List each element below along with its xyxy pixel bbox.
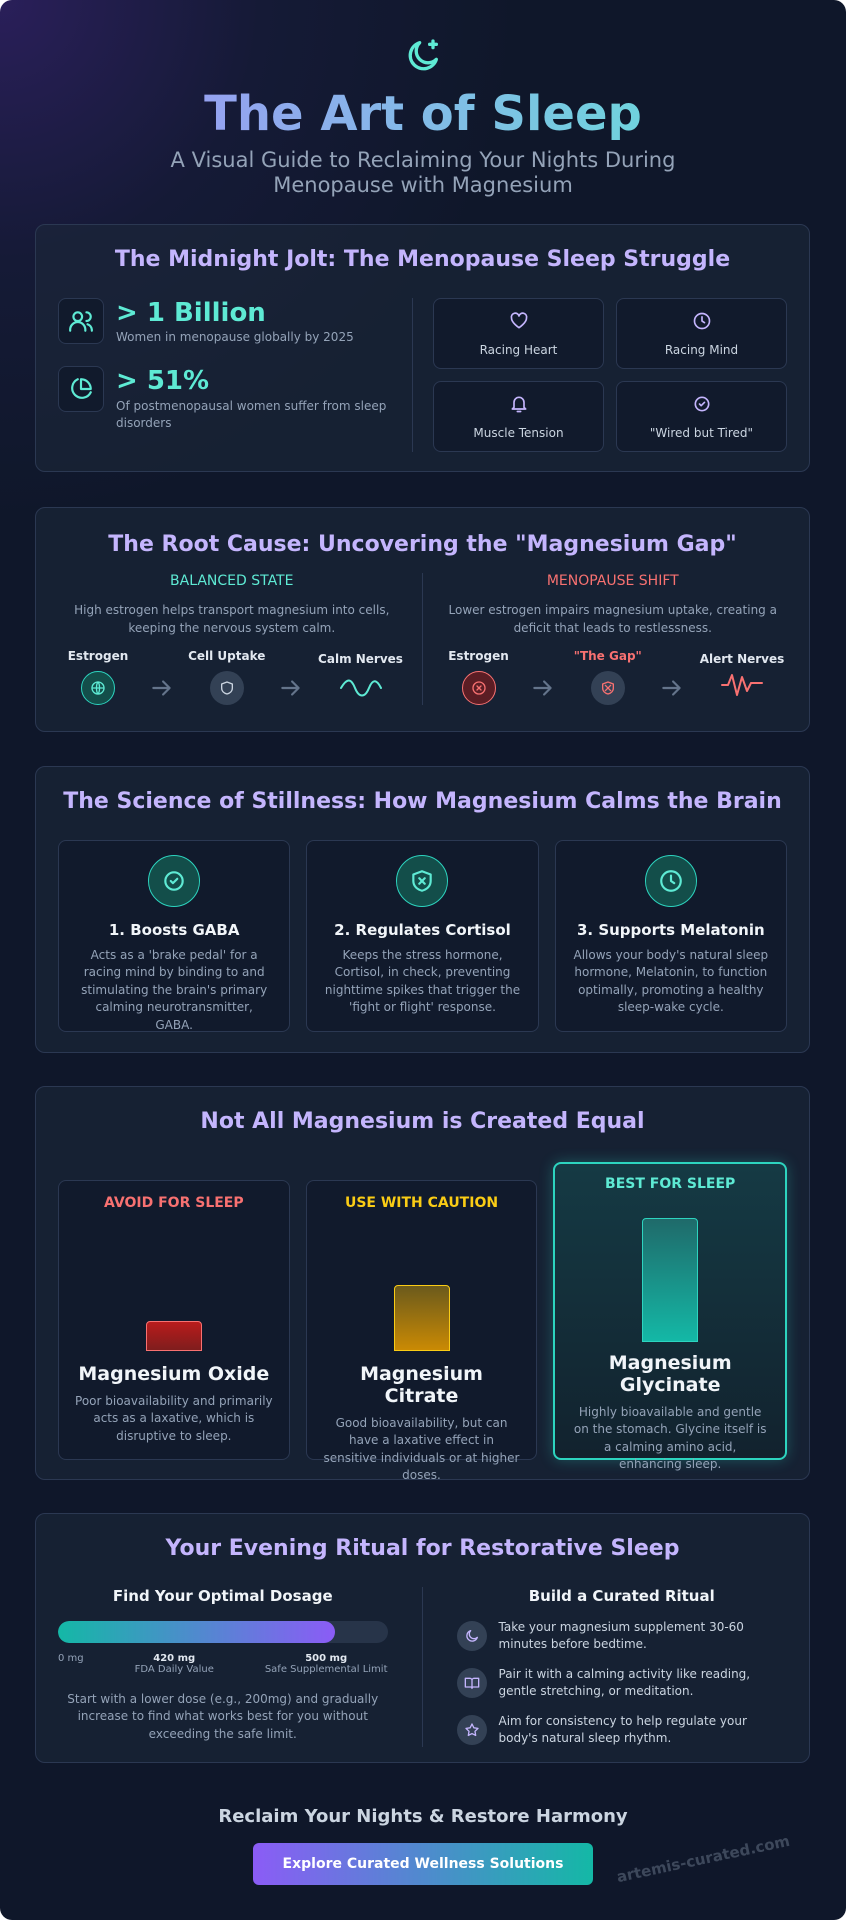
symptom-label: Muscle Tension (473, 426, 564, 440)
dosage-heading: Find Your Optimal Dosage (112, 1587, 333, 1605)
ritual-step: Take your magnesium supplement 30-60 min… (498, 1620, 744, 1652)
science-card: 1. Boosts GABA Acts as a 'brake pedal' f… (58, 840, 291, 1032)
state-text: High estrogen helps transport magnesium … (74, 603, 390, 635)
cta-button[interactable]: Explore Curated Wellness Solutions (253, 1843, 593, 1885)
ritual-section: Your Evening Ritual for Restorative Slee… (35, 1513, 810, 1763)
card-text: Acts as a 'brake pedal' for a racing min… (81, 948, 268, 1032)
form-text: Poor bioavailability and primarily acts … (75, 1394, 273, 1443)
form-tag: USE WITH CAUTION (344, 1195, 499, 1211)
science-section: The Science of Stillness: How Magnesium … (35, 766, 810, 1053)
symptom: Racing Mind (616, 298, 787, 369)
card-text: Keeps the stress hormone, Cortisol, in c… (324, 948, 521, 1015)
scale-note: Safe Supplemental Limit (264, 1664, 388, 1675)
stat-value: > 1 Billion (116, 298, 266, 328)
card-title: 1. Boosts GABA (108, 921, 240, 939)
ritual-step: Pair it with a calming activity like rea… (498, 1666, 751, 1699)
step-label: Estrogen (67, 649, 129, 663)
state-heading: BALANCED STATE (170, 573, 294, 589)
form-name: Magnesium Citrate (360, 1363, 483, 1407)
symptom: Muscle Tension (433, 381, 604, 452)
card-title: 3. Supports Melatonin (576, 921, 765, 939)
card-title: 2. Regulates Cortisol (334, 921, 511, 939)
form-text: Highly bioavailable and gentle on the st… (573, 1405, 767, 1472)
form-tag: BEST FOR SLEEP (605, 1176, 736, 1192)
scale-label: 500 mg (305, 1653, 348, 1664)
state-text: Lower estrogen impairs magnesium uptake,… (448, 603, 777, 635)
form-name: Magnesium Glycinate (608, 1352, 732, 1396)
section-title: Your Evening Ritual for Restorative Slee… (165, 1536, 680, 1561)
form-text: Good bioavailability, but can have a lax… (323, 1416, 520, 1483)
form-tag: AVOID FOR SLEEP (104, 1195, 244, 1211)
step-label: Calm Nerves (318, 651, 403, 666)
forms-section: Not All Magnesium is Created Equal AVOID… (35, 1086, 810, 1482)
stat-label: Of postmenopausal women suffer from slee… (116, 399, 387, 430)
symptom-label: Racing Heart (479, 343, 558, 357)
form-card: USE WITH CAUTION Magnesium Citrate Good … (305, 1180, 538, 1482)
stat-label: Women in menopause globally by 2025 (116, 330, 354, 344)
step-label: Estrogen (448, 649, 509, 663)
root-cause-section: The Root Cause: Uncovering the "Magnesiu… (35, 507, 810, 732)
scale-label: 0 mg (58, 1653, 84, 1664)
ritual-step: Aim for consistency to help regulate you… (498, 1713, 747, 1745)
footer-heading: Reclaim Your Nights & Restore Harmony (218, 1806, 628, 1827)
symptom: Racing Heart (433, 298, 604, 369)
bar (642, 1218, 699, 1342)
struggle-section: The Midnight Jolt: The Menopause Sleep S… (35, 224, 810, 472)
stat-value: > 51% (116, 366, 210, 396)
header: The Art of Sleep A Visual Guide to Recla… (0, 36, 846, 198)
stat: > 51% Of postmenopausal women suffer from… (58, 366, 402, 432)
symptom-label: "Wired but Tired" (649, 426, 754, 440)
section-title: The Midnight Jolt: The Menopause Sleep S… (114, 247, 731, 272)
section-title: Not All Magnesium is Created Equal (200, 1109, 645, 1134)
step-label: Alert Nerves (699, 651, 785, 666)
dosage-text: Start with a lower dose (e.g., 200mg) an… (67, 1692, 379, 1741)
step-label: "The Gap" (573, 649, 642, 663)
bar (393, 1285, 450, 1351)
moon-icon (408, 39, 438, 71)
symptom-label: Racing Mind (664, 343, 739, 357)
bar (145, 1321, 202, 1351)
form-card: BEST FOR SLEEP Magnesium Glycinate Highl… (553, 1162, 788, 1471)
title: The Art of Sleep (0, 86, 846, 142)
section-title: The Root Cause: Uncovering the "Magnesiu… (108, 532, 737, 557)
dosage-fill (58, 1621, 335, 1643)
symptom: "Wired but Tired" (616, 381, 787, 452)
state-heading: MENOPAUSE SHIFT (546, 573, 679, 589)
scale-label: 420 mg (153, 1653, 196, 1664)
ritual-heading: Build a Curated Ritual (528, 1587, 715, 1605)
science-card: 2. Regulates Cortisol Keeps the stress h… (306, 840, 539, 1032)
form-name: Magnesium Oxide (78, 1363, 270, 1385)
dosage-track (58, 1621, 388, 1643)
science-card: 3. Supports Melatonin Allows your body's… (554, 840, 787, 1032)
subtitle: A Visual Guide to Reclaiming Your Nights… (170, 148, 676, 198)
section-title: The Science of Stillness: How Magnesium … (63, 789, 782, 814)
card-text: Allows your body's natural sleep hormone… (573, 948, 769, 1015)
form-card: AVOID FOR SLEEP Magnesium Oxide Poor bio… (58, 1180, 290, 1460)
scale-note: FDA Daily Value (134, 1664, 214, 1675)
stat: > 1 Billion Women in menopause globally b… (58, 298, 402, 344)
step-label: Cell Uptake (188, 649, 266, 663)
footer: Reclaim Your Nights & Restore Harmony Ex… (0, 1806, 846, 1885)
